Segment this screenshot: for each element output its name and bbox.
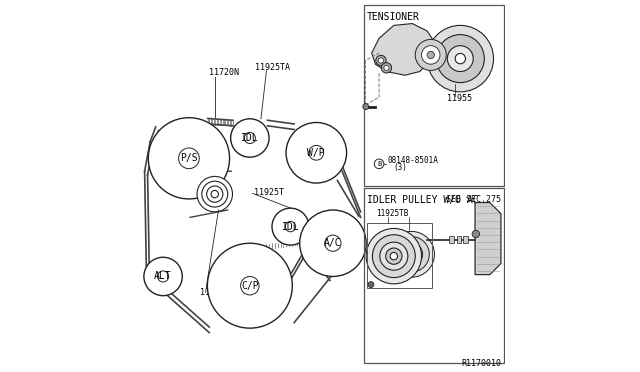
Circle shape	[455, 54, 465, 64]
Circle shape	[378, 58, 383, 63]
Circle shape	[230, 119, 269, 157]
Text: IDLER PULLEY W/O AC: IDLER PULLEY W/O AC	[367, 195, 478, 205]
Circle shape	[244, 132, 255, 144]
Circle shape	[401, 243, 422, 265]
Text: TENSIONER: TENSIONER	[367, 12, 419, 22]
Text: IDL: IDL	[241, 133, 259, 143]
Text: 11955: 11955	[447, 94, 472, 103]
Text: 11925TA: 11925TA	[255, 63, 291, 72]
Circle shape	[211, 190, 218, 198]
Circle shape	[300, 210, 366, 276]
Text: ALT: ALT	[154, 272, 172, 282]
Text: 08148-8501A: 08148-8501A	[388, 156, 438, 165]
Circle shape	[207, 243, 292, 328]
Circle shape	[427, 25, 493, 92]
Text: A/C: A/C	[324, 238, 342, 248]
Circle shape	[144, 257, 182, 296]
Circle shape	[409, 252, 414, 257]
Text: P/S: P/S	[180, 153, 198, 163]
Text: C/P: C/P	[241, 281, 259, 291]
Circle shape	[394, 237, 429, 272]
Circle shape	[324, 235, 341, 251]
Circle shape	[390, 253, 397, 260]
Text: 11925T: 11925T	[253, 188, 284, 197]
Circle shape	[272, 208, 309, 245]
Polygon shape	[372, 23, 435, 75]
Bar	[449, 236, 454, 243]
Bar	[463, 236, 468, 243]
Circle shape	[202, 181, 228, 207]
Text: B: B	[377, 161, 381, 167]
Text: 11720N: 11720N	[209, 68, 239, 77]
Text: 11925TB: 11925TB	[376, 209, 408, 218]
Circle shape	[427, 51, 435, 59]
Polygon shape	[475, 203, 501, 275]
Text: W/P: W/P	[307, 148, 325, 158]
Circle shape	[386, 248, 402, 264]
Circle shape	[366, 228, 422, 284]
Circle shape	[207, 186, 223, 202]
Circle shape	[422, 46, 440, 64]
Circle shape	[436, 35, 484, 83]
Circle shape	[179, 148, 199, 169]
Circle shape	[384, 65, 389, 70]
Circle shape	[372, 235, 415, 278]
Circle shape	[241, 276, 259, 295]
Text: R1170010: R1170010	[461, 359, 501, 368]
Circle shape	[368, 282, 374, 288]
Circle shape	[363, 104, 369, 110]
Circle shape	[376, 55, 386, 65]
Text: SEE SEC.275: SEE SEC.275	[445, 195, 500, 204]
Circle shape	[381, 62, 392, 73]
Circle shape	[415, 39, 446, 70]
Circle shape	[148, 118, 230, 199]
Circle shape	[447, 46, 473, 71]
Circle shape	[380, 242, 408, 270]
Text: (3): (3)	[394, 163, 408, 172]
Circle shape	[285, 221, 296, 232]
Bar	[367, 223, 432, 288]
Circle shape	[406, 248, 417, 260]
Bar	[364, 188, 504, 363]
Text: IDL: IDL	[282, 222, 300, 232]
Text: 11955: 11955	[200, 288, 225, 297]
Circle shape	[388, 231, 435, 277]
Bar	[364, 5, 504, 186]
Bar	[456, 236, 461, 243]
Circle shape	[309, 145, 324, 160]
Circle shape	[197, 176, 232, 212]
Circle shape	[374, 159, 384, 169]
Circle shape	[286, 122, 347, 183]
Circle shape	[472, 230, 479, 238]
Circle shape	[157, 271, 168, 282]
